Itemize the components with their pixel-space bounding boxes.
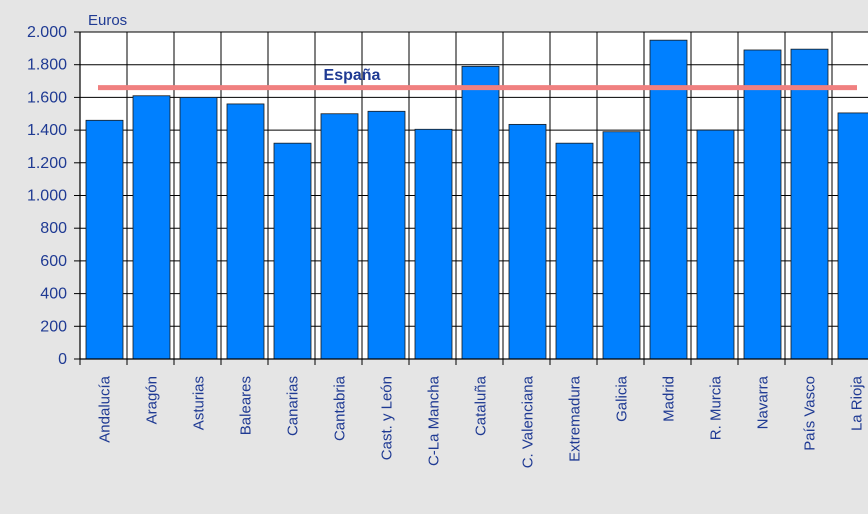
reference-line-label: España [324,67,381,84]
y-tick-label: 1.400 [27,122,67,139]
y-tick-label: 800 [40,220,67,237]
y-tick-label: 1.200 [27,155,67,172]
y-tick-label: 1.000 [27,188,67,205]
x-tick-label: Galicia [614,375,631,422]
bar-Andalucía [85,119,124,360]
x-tick-label: Cast. y León [379,376,396,460]
y-tick-label: 1.800 [27,57,67,74]
bar-Galicia [602,131,641,360]
y-tick-label: 0 [58,351,67,368]
bar-R. Murcia [696,129,735,360]
y-tick-label: 600 [40,253,67,270]
bar-La Rioja [837,112,868,360]
x-tick-label: Madrid [661,376,678,422]
y-tick-label: 2.000 [27,24,67,41]
x-tick-label: La Rioja [849,375,866,431]
x-tick-label: País Vasco [802,376,819,451]
y-tick-label: 200 [40,318,67,335]
bar-Baleares [226,103,265,360]
bar-Navarra [743,49,782,360]
bar-C. Valenciana [508,123,547,360]
y-tick-label: 400 [40,286,67,303]
bar-País Vasco [790,48,829,360]
x-tick-label: Andalucía [97,375,114,442]
y-axis-label: Euros [88,12,127,29]
bar-Canarias [273,142,312,360]
x-tick-label: R. Murcia [708,375,725,440]
y-tick-label: 1.600 [27,89,67,106]
x-tick-label: C-La Mancha [426,375,443,466]
x-tick-label: Asturias [191,376,208,430]
bar-Madrid [649,39,688,360]
x-tick-label: C. Valenciana [520,375,537,468]
x-tick-label: Baleares [238,376,255,435]
bar-C-La Mancha [414,128,453,360]
x-tick-label: Extremadura [567,375,584,462]
bar-Cantabria [320,113,359,360]
bar-Extremadura [555,142,594,360]
bar-Aragón [132,95,171,360]
x-tick-label: Canarias [285,376,302,436]
x-tick-label: Cantabria [332,375,349,441]
bar-Cast. y León [367,110,406,360]
x-tick-label: Aragón [144,376,161,424]
x-tick-label: Navarra [755,375,772,429]
bar-Asturias [179,97,218,360]
x-tick-label: Cataluña [473,375,490,436]
bar-Cataluña [461,65,500,360]
